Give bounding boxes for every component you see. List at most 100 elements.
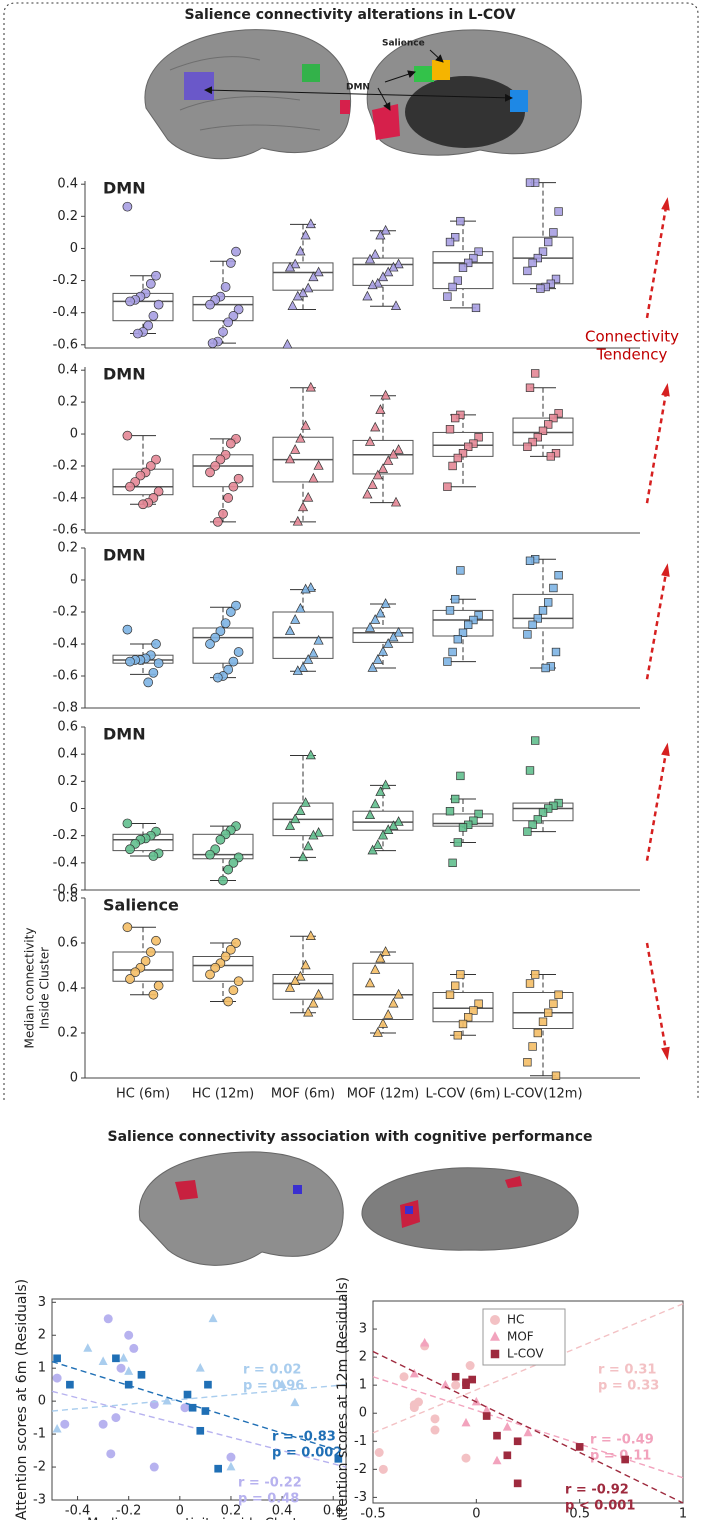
data-point: [288, 301, 297, 310]
data-point: [99, 1356, 108, 1365]
data-point: [526, 980, 534, 988]
data-point: [368, 480, 377, 489]
data-point: [149, 311, 158, 320]
y-tick-label: 0: [359, 1406, 367, 1421]
stat-annotation: p = 0.11: [590, 1449, 651, 1464]
data-point: [224, 318, 233, 327]
y-axis-label: Attention scores at 12m (Residuals): [335, 1277, 351, 1520]
data-point: [226, 258, 235, 267]
data-point: [123, 923, 132, 932]
y-tick-label: -0.6: [53, 522, 78, 537]
data-point: [66, 1381, 74, 1389]
stat-annotation: r = -0.83: [272, 1430, 336, 1445]
data-point: [371, 422, 380, 431]
data-point: [229, 657, 238, 666]
data-point: [214, 1465, 222, 1473]
data-point: [126, 845, 135, 854]
data-point: [133, 329, 142, 338]
data-point: [555, 571, 563, 579]
brain-label: Salience: [382, 39, 425, 49]
x-tick-label: L-COV (6m): [426, 1087, 501, 1102]
data-point: [550, 1000, 558, 1008]
data-point: [213, 517, 222, 526]
data-point: [392, 497, 401, 506]
box: [273, 612, 333, 658]
data-point: [381, 947, 390, 956]
data-point: [454, 839, 462, 847]
y-tick-label: 0.4: [57, 981, 78, 996]
y-axis-label: Median connectivity: [23, 928, 37, 1049]
figure: Salience connectivity alterations in L-C…: [0, 0, 701, 1520]
data-point: [514, 1437, 522, 1445]
data-point: [539, 1018, 547, 1026]
y-tick-label: -0.2: [53, 828, 78, 843]
y-tick-label: 0.2: [57, 774, 78, 789]
data-point: [493, 1456, 502, 1465]
data-point: [154, 300, 163, 309]
data-point: [454, 635, 462, 643]
y-tick-label: -0.2: [53, 605, 78, 620]
data-point: [299, 852, 308, 861]
data-point: [537, 285, 545, 293]
data-point: [123, 625, 132, 634]
y-tick-label: 0: [38, 1394, 46, 1409]
data-point: [363, 291, 372, 300]
data-point: [226, 1462, 235, 1471]
data-point: [53, 1354, 61, 1362]
data-point: [221, 282, 230, 291]
data-point: [226, 608, 235, 617]
data-point: [53, 1424, 62, 1433]
data-point: [459, 264, 467, 272]
data-point: [99, 1420, 108, 1429]
data-point: [144, 678, 153, 687]
stat-annotation: r = -0.92: [565, 1483, 629, 1498]
data-point: [457, 772, 465, 780]
data-point: [449, 462, 457, 470]
data-point: [454, 1031, 462, 1039]
box: [433, 993, 493, 1022]
x-axis-label: Median connectivity inside Cluster: [87, 1517, 311, 1520]
data-point: [446, 425, 454, 433]
data-point: [224, 865, 233, 874]
data-point: [306, 383, 315, 392]
data-point: [400, 1372, 409, 1381]
data-point: [202, 1407, 210, 1415]
data-point: [363, 490, 372, 499]
y-tick-label: -3: [354, 1490, 367, 1505]
y-tick-label: 0.4: [57, 363, 78, 378]
brain-images-top: [145, 30, 581, 159]
data-point: [534, 1029, 542, 1037]
data-point: [544, 1009, 552, 1017]
data-point: [196, 1363, 205, 1372]
data-point: [104, 1314, 113, 1323]
data-point: [381, 599, 390, 608]
brain-label: DMN: [346, 83, 370, 93]
data-point: [451, 595, 459, 603]
data-point: [123, 431, 132, 440]
data-point: [221, 619, 230, 628]
y-tick-label: -2: [354, 1462, 367, 1477]
data-point: [451, 982, 459, 990]
data-point: [472, 304, 480, 312]
data-point: [111, 1413, 120, 1422]
data-point: [503, 1422, 512, 1431]
data-point: [381, 391, 390, 400]
data-point: [504, 1451, 512, 1459]
data-point: [444, 658, 452, 666]
data-point: [550, 229, 558, 237]
data-point: [524, 267, 532, 275]
y-tick-label: 0.4: [57, 177, 78, 192]
y-tick-label: 1: [38, 1361, 46, 1376]
data-point: [446, 807, 454, 815]
data-point: [296, 246, 305, 255]
data-point: [493, 1432, 501, 1440]
data-point: [129, 1344, 138, 1353]
box: [353, 628, 413, 642]
data-point: [184, 1391, 192, 1399]
data-point: [468, 1376, 476, 1384]
data-point: [452, 1373, 460, 1381]
y-tick-label: -0.6: [53, 669, 78, 684]
box: [353, 811, 413, 830]
y-tick-label: 2: [38, 1328, 46, 1343]
data-point: [524, 828, 532, 836]
